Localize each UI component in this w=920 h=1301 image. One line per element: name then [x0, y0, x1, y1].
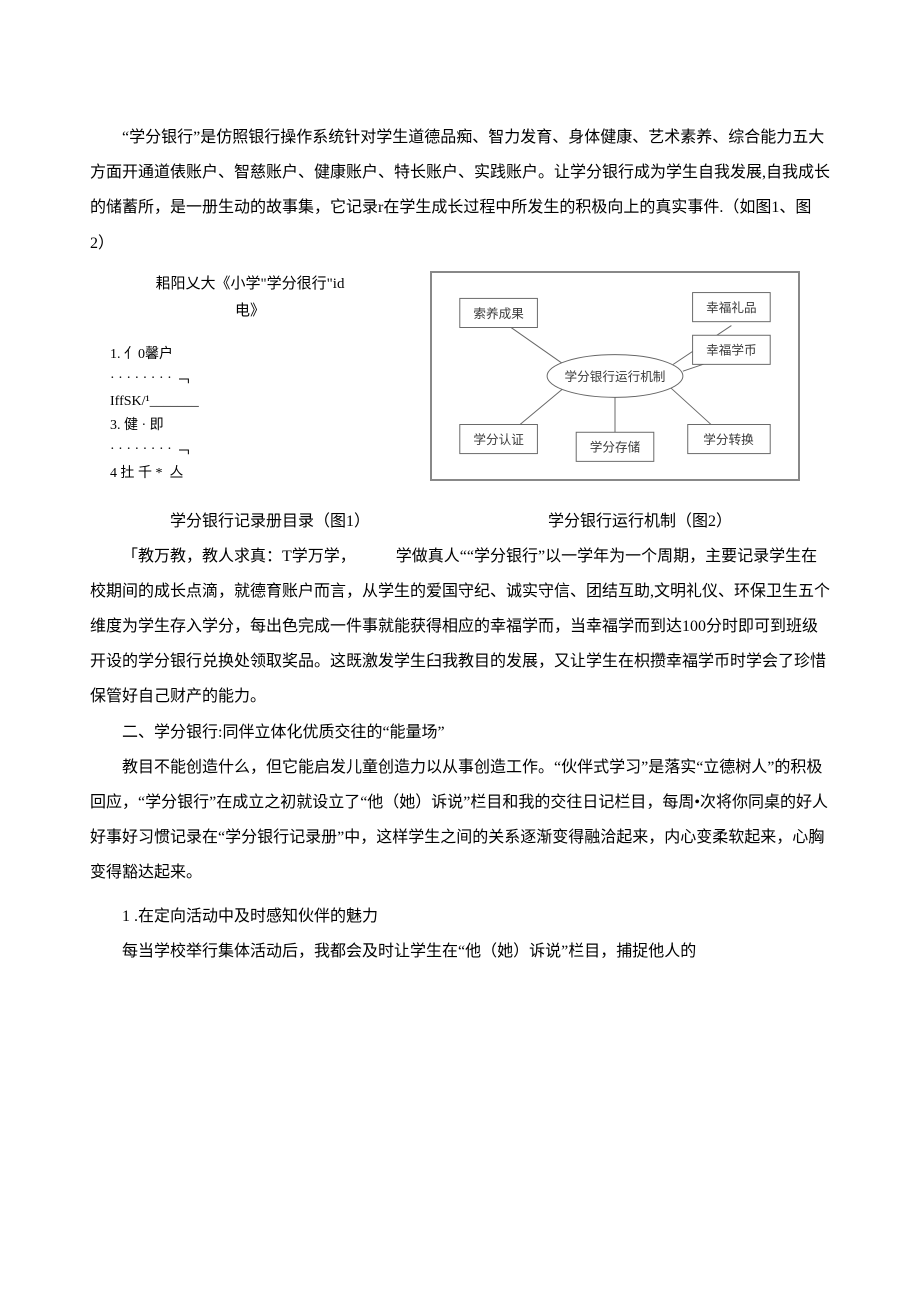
- paragraph-intro-tail: 2）: [90, 226, 830, 261]
- diagram-frame: 索养成果 幸福礼品 幸福学币 学分银行运行机制 学分认证 学分存储 学分转换: [430, 271, 800, 481]
- document-page: “学分银行”是仿照银行操作系统针对学生道德品痴、智力发育、身体健康、艺术素养、综…: [0, 0, 920, 1029]
- node-n6: 学分转换: [703, 432, 754, 447]
- section-heading-2: 二、学分银行:同伴立体化优质交往的“能量场”: [90, 715, 830, 750]
- figure-2: 索养成果 幸福礼品 幸福学币 学分银行运行机制 学分认证 学分存储 学分转换: [430, 271, 830, 481]
- figure-1-line-1: · · · · · · · · ﹁: [110, 367, 390, 391]
- figure-1-title-line1: 耜阳乂大《小学"学分很行"id: [156, 276, 345, 292]
- diagram-nodes: 索养成果 幸福礼品 幸福学币 学分银行运行机制 学分认证 学分存储 学分转换: [460, 292, 770, 461]
- figure-1-line-5: 4 扗 千 * 亼: [110, 462, 390, 486]
- node-n5: 学分存储: [590, 439, 641, 454]
- figure-2-caption: 学分银行运行机制（图2）: [450, 504, 830, 539]
- figure-1-title: 耜阳乂大《小学"学分很行"id 电》: [110, 271, 390, 325]
- figure-1-line-2: IffSK/¹_______: [110, 390, 390, 414]
- paragraph-intro: “学分银行”是仿照银行操作系统针对学生道德品痴、智力发育、身体健康、艺术素养、综…: [90, 120, 830, 226]
- node-n2: 幸福礼品: [706, 300, 756, 315]
- node-center: 学分银行运行机制: [565, 369, 666, 384]
- node-n1: 索养成果: [473, 306, 524, 321]
- figure-1: 耜阳乂大《小学"学分很行"id 电》 1. 亻0馨户 · · · · · · ·…: [90, 271, 390, 486]
- figure-1-line-3: 3. 健 · 即: [110, 414, 390, 438]
- figure-1-caption: 学分银行记录册目录（图1）: [90, 504, 450, 539]
- diagram-svg: 索养成果 幸福礼品 幸福学币 学分银行运行机制 学分认证 学分存储 学分转换: [438, 279, 792, 473]
- paragraph-3: 教目不能创造什么，但它能启发儿童创造力以从事创造工作。“伙伴式学习”是落实“立德…: [90, 750, 830, 891]
- subheading-1: 1 .在定向活动中及时感知伙伴的魅力: [90, 899, 830, 934]
- node-n3: 幸福学币: [706, 342, 756, 357]
- paragraph-4: 每当学校举行集体活动后，我都会及时让学生在“他（她）诉说”栏目，捕捉他人的: [90, 934, 830, 969]
- figure-1-line-0: 1. 亻0馨户: [110, 343, 390, 367]
- figure-1-line-4: · · · · · · · · ﹁: [110, 438, 390, 462]
- node-n4: 学分认证: [473, 432, 524, 447]
- paragraph-2: 「教万教，教人求真：T学万学， 学做真人““学分银行”以一学年为一个周期，主要记…: [90, 539, 830, 715]
- figure-1-title-line2: 电》: [235, 303, 265, 319]
- figure-row: 耜阳乂大《小学"学分很行"id 电》 1. 亻0馨户 · · · · · · ·…: [90, 271, 830, 486]
- caption-row: 学分银行记录册目录（图1） 学分银行运行机制（图2）: [90, 504, 830, 539]
